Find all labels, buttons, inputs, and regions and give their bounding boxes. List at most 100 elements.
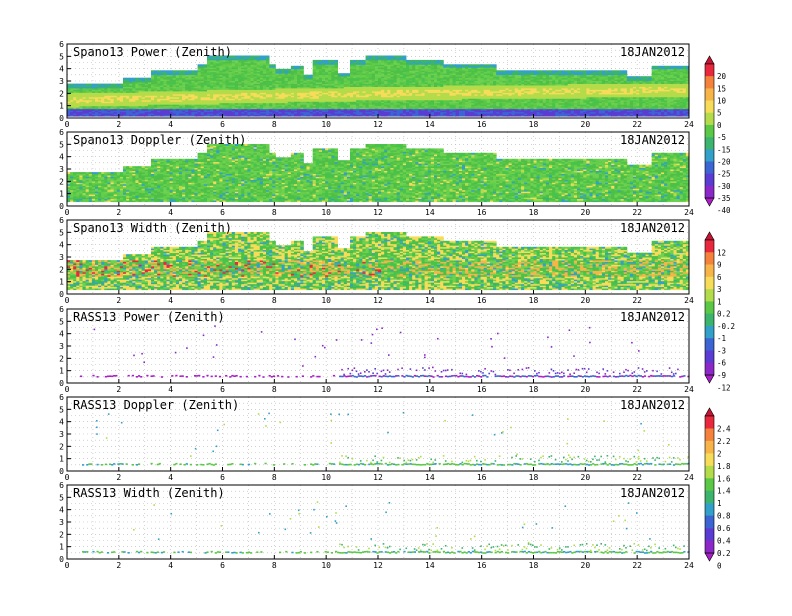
- data-cell: [297, 66, 301, 68]
- data-cell: [418, 60, 422, 62]
- data-cell: [431, 60, 435, 62]
- data-cell: [462, 64, 466, 66]
- data-cell: [390, 56, 394, 58]
- data-cell: [139, 78, 143, 80]
- data-cell: [406, 60, 410, 62]
- data-cell: [459, 64, 463, 66]
- data-cell: [238, 56, 242, 58]
- data-cell: [104, 84, 108, 86]
- data-cell: [381, 56, 385, 58]
- data-cell: [117, 84, 121, 86]
- data-cell: [484, 64, 488, 66]
- data-cell: [241, 56, 245, 58]
- data-cell: [490, 64, 494, 66]
- data-cell: [111, 84, 115, 86]
- data-cell: [83, 84, 87, 86]
- data-cell: [129, 78, 133, 80]
- data-cell: [372, 56, 376, 58]
- data-cell: [232, 56, 236, 58]
- data-cell: [471, 64, 475, 66]
- data-cell: [496, 70, 500, 72]
- data-cell: [499, 70, 503, 72]
- data-cell: [509, 70, 513, 72]
- data-cell: [422, 60, 426, 62]
- data-cell: [145, 78, 149, 80]
- data-cell: [160, 70, 164, 72]
- data-cell: [291, 66, 295, 68]
- data-cell: [179, 70, 183, 72]
- data-cell: [446, 64, 450, 66]
- data-cell: [285, 69, 289, 71]
- data-cell: [272, 64, 276, 66]
- data-cell: [403, 56, 407, 58]
- data-cell: [101, 84, 105, 86]
- data-cell: [195, 70, 199, 72]
- data-cell: [148, 78, 152, 80]
- data-cell: [114, 84, 118, 86]
- data-cell: [132, 78, 136, 80]
- data-cell: [412, 60, 416, 62]
- data-cell: [185, 70, 189, 72]
- data-cell: [478, 64, 482, 66]
- data-cell: [515, 70, 519, 72]
- data-cell: [434, 60, 438, 62]
- data-cell: [443, 64, 447, 66]
- data-cell: [204, 64, 208, 66]
- data-cell: [279, 69, 283, 71]
- data-cell: [344, 73, 348, 75]
- data-cell: [95, 84, 99, 86]
- data-cell: [387, 56, 391, 58]
- data-cell: [257, 56, 261, 58]
- data-cell: [310, 75, 314, 77]
- data-cell: [154, 70, 158, 72]
- data-cell: [456, 64, 460, 66]
- data-cell: [123, 78, 127, 80]
- data-cell: [89, 84, 93, 86]
- data-cell: [512, 70, 516, 72]
- data-cell: [366, 56, 370, 58]
- data-cell: [288, 69, 292, 71]
- data-cell: [275, 69, 279, 71]
- data-cell: [359, 60, 363, 62]
- data-cell: [76, 84, 80, 86]
- data-cell: [325, 60, 329, 62]
- data-cell: [294, 66, 298, 68]
- data-cell: [415, 60, 419, 62]
- data-cell: [235, 56, 239, 58]
- data-cell: [260, 56, 264, 58]
- data-cell: [151, 70, 155, 72]
- data-cell: [521, 70, 525, 72]
- data-cell: [474, 64, 478, 66]
- data-cell: [92, 84, 96, 86]
- data-cell: [142, 78, 146, 80]
- data-cell: [518, 70, 522, 72]
- data-cell: [350, 60, 354, 62]
- data-cell: [167, 70, 171, 72]
- data-cell: [397, 56, 401, 58]
- data-cell: [176, 70, 180, 72]
- data-cell: [247, 56, 251, 58]
- data-cell: [347, 73, 351, 75]
- data-cell: [303, 75, 307, 77]
- data-cell: [316, 60, 320, 62]
- data-cell: [453, 64, 457, 66]
- data-cell: [282, 69, 286, 71]
- data-cell: [120, 84, 124, 86]
- data-cell: [98, 84, 102, 86]
- data-cell: [506, 70, 510, 72]
- data-cell: [188, 70, 192, 72]
- data-cell: [328, 60, 332, 62]
- data-cell: [67, 84, 71, 86]
- data-cell: [313, 60, 317, 62]
- data-cell: [394, 56, 398, 58]
- data-cell: [182, 70, 186, 72]
- data-cell: [400, 56, 404, 58]
- data-cell: [86, 84, 90, 86]
- data-cell: [157, 70, 161, 72]
- data-cell: [307, 75, 311, 77]
- data-cell: [126, 78, 130, 80]
- data-cell: [163, 70, 167, 72]
